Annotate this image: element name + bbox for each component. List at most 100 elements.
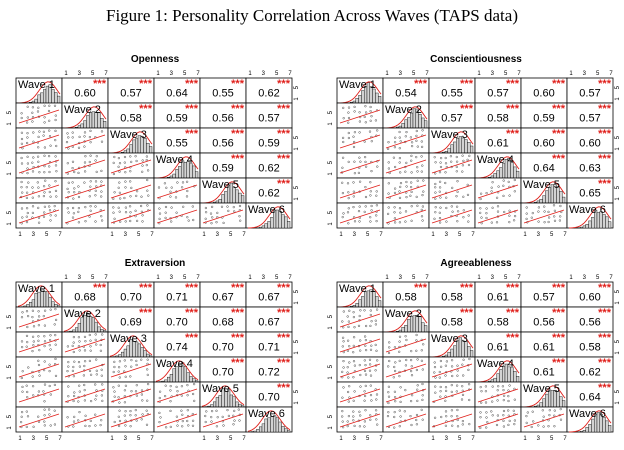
scatter-point xyxy=(346,420,349,423)
scatter-point xyxy=(26,211,29,215)
scatter-point xyxy=(124,419,127,422)
scatter-point xyxy=(83,389,86,392)
axis-tick-label: 3 xyxy=(262,275,266,281)
scatter-point xyxy=(43,146,46,149)
axis-tick-label: 1 xyxy=(523,232,527,238)
scatter-point xyxy=(530,425,533,429)
scatter-point xyxy=(77,146,81,149)
scatter-point xyxy=(445,389,448,392)
scatter-point xyxy=(508,209,511,212)
scatter-point xyxy=(410,171,413,174)
scatter-point xyxy=(71,369,74,372)
scatter-point xyxy=(129,211,132,214)
scatter-point xyxy=(185,195,189,198)
correlation-value: 0.58 xyxy=(441,317,462,329)
axis-tick-label: 1 xyxy=(477,275,481,281)
significance-stars: *** xyxy=(139,282,153,294)
scatter-point xyxy=(409,415,412,418)
scatter-point xyxy=(112,197,115,200)
scatter-point xyxy=(394,141,397,144)
scatter-point xyxy=(438,190,441,193)
scatter-point xyxy=(370,320,373,323)
scatter-point xyxy=(526,411,529,414)
scatter-point xyxy=(72,341,75,344)
scatter-point xyxy=(204,206,207,210)
cell-6-3 xyxy=(107,406,155,433)
scatter-point xyxy=(348,385,351,388)
correlation-value: 0.67 xyxy=(212,292,233,304)
axis-tick-label: 3 xyxy=(262,71,266,77)
scatter-point xyxy=(398,130,401,134)
cell-6-4 xyxy=(474,202,522,229)
scatter-point xyxy=(43,383,47,386)
scatter-point xyxy=(502,389,505,392)
scatter-point xyxy=(456,205,459,208)
significance-stars: *** xyxy=(552,357,566,369)
scatter-point xyxy=(398,221,401,224)
cell-3-5: 0.70*** xyxy=(199,331,247,358)
panel-title: Extraversion xyxy=(125,258,186,269)
significance-stars: *** xyxy=(231,282,245,294)
scatter-point xyxy=(347,116,351,120)
histogram-bar xyxy=(424,325,428,333)
scatter-point xyxy=(37,106,40,109)
axis-tick-label: 7 xyxy=(242,232,246,238)
scatter-point xyxy=(141,413,144,416)
fit-line xyxy=(18,209,60,224)
cell-3-6: 0.60*** xyxy=(566,127,614,154)
scatter-point xyxy=(398,425,401,428)
scatter-point xyxy=(342,366,345,369)
cell-6-2 xyxy=(382,202,430,229)
cell-5-5: Wave 5 xyxy=(199,381,247,408)
histogram-bar xyxy=(605,216,609,229)
cell-frame xyxy=(428,177,476,204)
scatter-point xyxy=(399,415,402,418)
wave-label: Wave 3 xyxy=(431,333,468,345)
scatter-point xyxy=(531,212,534,215)
scatter-point xyxy=(36,181,39,184)
axis-tick-label: 5 xyxy=(294,389,300,393)
scatter-point xyxy=(54,180,57,183)
axis-tick-label: 1 xyxy=(7,122,13,126)
scatter-point xyxy=(508,194,511,197)
axis-tick-label: 7 xyxy=(379,436,383,442)
scatter-point xyxy=(369,181,372,184)
scatter-point xyxy=(113,191,116,194)
scatter-point xyxy=(118,409,121,412)
cell-5-4 xyxy=(153,381,201,408)
axis-tick-label: 5 xyxy=(294,289,300,293)
scatter-point xyxy=(466,193,470,196)
scatter-point xyxy=(341,320,344,323)
scatter-point xyxy=(49,195,52,198)
cell-6-3 xyxy=(428,202,476,229)
scatter-point xyxy=(398,340,401,343)
scatter-point xyxy=(347,415,350,418)
cell-frame xyxy=(336,102,384,129)
scatter-point xyxy=(403,410,406,413)
scatter-point xyxy=(124,186,127,189)
scatter-point xyxy=(421,145,424,148)
scatter-point xyxy=(387,206,390,209)
scatter-point xyxy=(94,424,97,427)
scatter-point xyxy=(20,116,23,120)
scatter-point xyxy=(439,186,442,189)
scatter-point xyxy=(21,216,24,219)
scatter-point xyxy=(31,161,34,164)
scatter-point xyxy=(71,167,74,170)
scatter-point xyxy=(118,162,122,165)
scatter-point xyxy=(141,170,144,173)
scatter-point xyxy=(497,385,500,388)
density-curve xyxy=(569,206,612,229)
scatter-point xyxy=(491,181,494,184)
panel-title: Agreeableness xyxy=(440,258,512,269)
scatter-point xyxy=(405,338,408,342)
scatter-point xyxy=(439,385,442,389)
scatter-point xyxy=(31,170,35,173)
scatter-point xyxy=(375,409,378,412)
scatter-point xyxy=(100,190,103,193)
density-curve xyxy=(155,360,199,382)
cell-1-6: 0.57*** xyxy=(566,77,614,104)
wave-label: Wave 6 xyxy=(569,204,606,216)
scatter-point xyxy=(65,141,69,144)
scatter-point xyxy=(54,155,57,158)
